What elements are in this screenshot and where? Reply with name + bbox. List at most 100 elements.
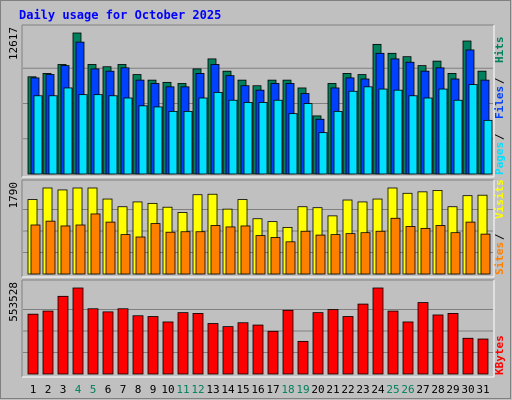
bar-pages-day-30 bbox=[468, 84, 478, 175]
bar-sites-day-31 bbox=[480, 233, 491, 275]
bar-sites-day-17 bbox=[270, 237, 281, 275]
bar-pages-day-31 bbox=[483, 119, 493, 175]
x-tick-label-day-29: 29 bbox=[446, 383, 459, 396]
x-tick-label-day-1: 1 bbox=[30, 383, 37, 396]
bar-kbytes-day-14 bbox=[222, 326, 234, 375]
x-tick-label-day-24: 24 bbox=[371, 383, 385, 396]
x-tick-label-day-31: 31 bbox=[476, 383, 489, 396]
bar-kbytes-day-11 bbox=[177, 312, 189, 375]
x-tick-label-day-3: 3 bbox=[60, 383, 67, 396]
bar-kbytes-day-12 bbox=[192, 313, 204, 375]
bar-sites-day-25 bbox=[390, 217, 401, 275]
bar-sites-day-29 bbox=[450, 232, 461, 275]
x-tick-label-day-27: 27 bbox=[416, 383, 429, 396]
bar-kbytes-day-2 bbox=[42, 310, 54, 375]
bar-pages-day-18 bbox=[288, 113, 298, 175]
x-tick-label-day-15: 15 bbox=[236, 383, 249, 396]
x-tick-label-day-13: 13 bbox=[206, 383, 219, 396]
bar-kbytes-day-16 bbox=[252, 324, 264, 375]
x-tick-label-day-20: 20 bbox=[311, 383, 324, 396]
legend-bottom: KBytes bbox=[493, 335, 506, 375]
bar-sites-day-12 bbox=[195, 231, 206, 275]
bar-pages-day-19 bbox=[303, 103, 313, 175]
bar-sites-day-7 bbox=[120, 234, 131, 275]
bar-kbytes-day-9 bbox=[147, 316, 159, 375]
x-tick-label-day-9: 9 bbox=[150, 383, 157, 396]
bar-sites-day-22 bbox=[345, 233, 356, 275]
bar-sites-day-21 bbox=[330, 234, 341, 275]
legend-separator: / bbox=[493, 133, 506, 140]
bar-sites-day-6 bbox=[105, 221, 116, 275]
y-max-label-bottom: 553528 bbox=[7, 282, 20, 322]
x-tick-label-day-8: 8 bbox=[135, 383, 142, 396]
bar-pages-day-14 bbox=[228, 99, 238, 175]
bar-kbytes-day-17 bbox=[267, 330, 279, 375]
x-tick-label-day-23: 23 bbox=[356, 383, 369, 396]
bar-kbytes-day-30 bbox=[462, 337, 474, 375]
bar-sites-day-24 bbox=[375, 230, 386, 275]
bar-kbytes-day-21 bbox=[327, 309, 339, 375]
bar-pages-day-6 bbox=[108, 95, 118, 175]
x-tick-label-day-25: 25 bbox=[386, 383, 399, 396]
legend-item-kbytes: KBytes bbox=[493, 335, 506, 375]
bar-pages-day-10 bbox=[168, 111, 178, 175]
bar-sites-day-26 bbox=[405, 226, 416, 275]
x-tick-label-day-19: 19 bbox=[296, 383, 309, 396]
x-tick-label-day-30: 30 bbox=[461, 383, 474, 396]
bar-kbytes-day-31 bbox=[477, 338, 489, 375]
x-tick-label-day-21: 21 bbox=[326, 383, 339, 396]
bar-pages-day-8 bbox=[138, 105, 148, 175]
bar-sites-day-4 bbox=[75, 224, 86, 275]
bar-pages-day-22 bbox=[348, 90, 358, 175]
bar-kbytes-day-8 bbox=[132, 315, 144, 375]
bar-sites-day-3 bbox=[60, 225, 71, 275]
bar-pages-day-25 bbox=[393, 89, 403, 175]
x-tick-label-day-11: 11 bbox=[176, 383, 189, 396]
legend-separator: / bbox=[493, 233, 506, 240]
bar-kbytes-day-29 bbox=[447, 313, 459, 375]
bar-pages-day-1 bbox=[33, 95, 43, 175]
bar-pages-day-23 bbox=[363, 86, 373, 175]
x-tick-label-day-10: 10 bbox=[161, 383, 174, 396]
bar-pages-day-2 bbox=[48, 95, 58, 175]
x-tick-label-day-28: 28 bbox=[431, 383, 444, 396]
bar-kbytes-day-3 bbox=[57, 295, 69, 375]
bar-sites-day-20 bbox=[315, 234, 326, 275]
bar-kbytes-day-4 bbox=[72, 287, 84, 375]
bar-pages-day-28 bbox=[438, 88, 448, 175]
bar-sites-day-28 bbox=[435, 225, 446, 275]
bar-pages-day-13 bbox=[213, 92, 223, 175]
bar-sites-day-8 bbox=[135, 236, 146, 275]
legend-item-hits: Hits bbox=[493, 37, 506, 64]
bar-pages-day-4 bbox=[78, 94, 88, 175]
bar-pages-day-12 bbox=[198, 97, 208, 175]
bar-pages-day-16 bbox=[258, 102, 268, 175]
bar-sites-day-30 bbox=[465, 221, 476, 275]
x-tick-label-day-14: 14 bbox=[221, 383, 235, 396]
bar-kbytes-day-5 bbox=[87, 308, 99, 375]
bar-sites-day-23 bbox=[360, 232, 371, 275]
bar-sites-day-11 bbox=[180, 231, 191, 275]
legend-separator: / bbox=[493, 77, 506, 84]
bar-kbytes-day-26 bbox=[402, 321, 414, 375]
bar-pages-day-26 bbox=[408, 95, 418, 175]
bar-sites-day-18 bbox=[285, 241, 296, 275]
legend-top: Pages / Files / Hits bbox=[493, 37, 506, 176]
bar-pages-day-7 bbox=[123, 97, 133, 175]
legend-middle: Sites / Visits bbox=[493, 179, 506, 275]
bar-kbytes-day-28 bbox=[432, 314, 444, 375]
bar-kbytes-day-1 bbox=[27, 313, 39, 375]
bar-sites-day-19 bbox=[300, 230, 311, 275]
bar-pages-day-5 bbox=[93, 94, 103, 175]
bar-sites-day-5 bbox=[90, 213, 101, 275]
bar-kbytes-day-23 bbox=[357, 303, 369, 375]
bar-kbytes-day-27 bbox=[417, 302, 429, 375]
y-max-label-middle: 1790 bbox=[7, 182, 20, 209]
bar-kbytes-day-22 bbox=[342, 316, 354, 375]
legend-item-pages: Pages bbox=[493, 142, 506, 175]
legend-item-sites: Sites bbox=[493, 242, 506, 275]
bar-pages-day-21 bbox=[333, 111, 343, 175]
panel-bottom: 553528 KBytes bbox=[7, 279, 506, 378]
